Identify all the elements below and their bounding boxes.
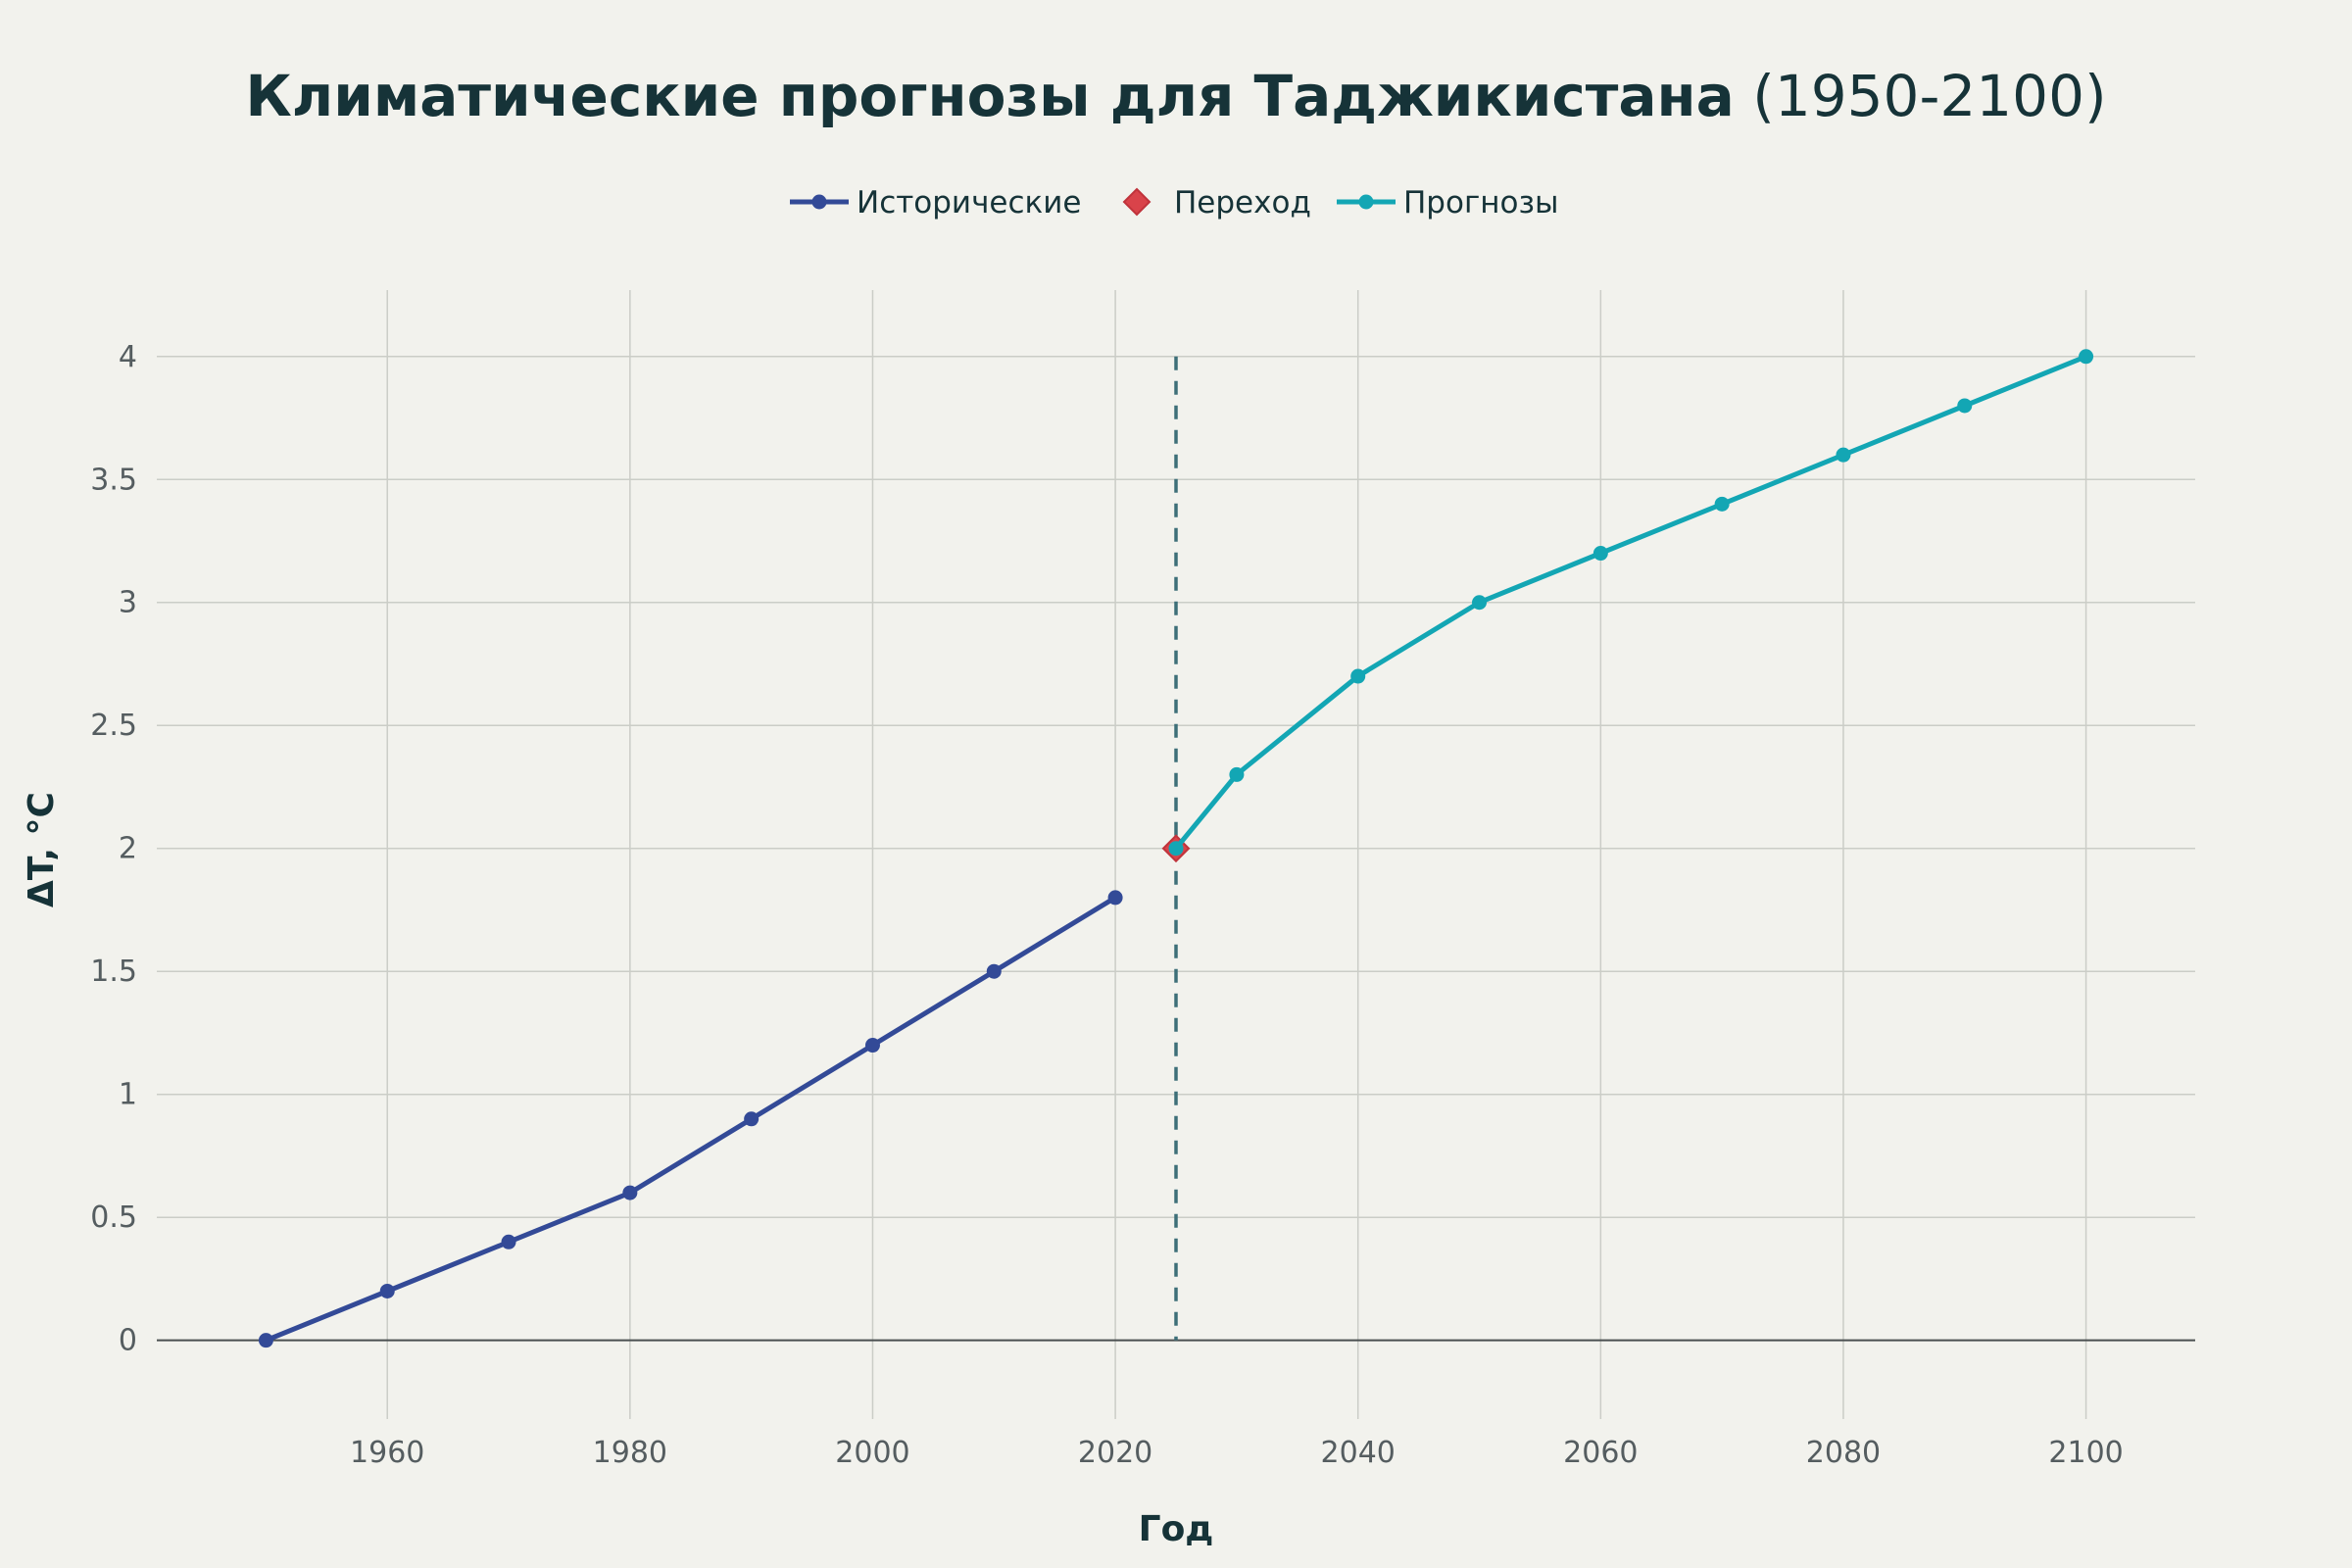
x-tick-label: 1980 (593, 1436, 667, 1470)
transition-legend-swatch-marker (1122, 187, 1152, 217)
y-tick-label: 2 (119, 832, 137, 866)
x-tick-label: 2040 (1321, 1436, 1396, 1470)
projection-point (1168, 841, 1184, 857)
projection-legend-swatch-marker (1358, 194, 1374, 210)
y-tick-label: 1.5 (90, 955, 137, 989)
projection-point (1350, 668, 1366, 684)
transition-legend-label: Переход (1174, 185, 1311, 220)
x-tick-label: 2020 (1078, 1436, 1152, 1470)
chart-title: Климатические прогнозы для Таджикистана … (0, 57, 2352, 135)
chart-title-suffix: (1950-2100) (1752, 63, 2107, 129)
x-tick-label: 2080 (1806, 1436, 1881, 1470)
y-tick-label: 3.5 (90, 463, 137, 497)
historical-series-line (263, 895, 1118, 1344)
chart-title-main: Климатические прогнозы для Таджикистана (245, 63, 1735, 129)
x-axis-title: Год (1139, 1509, 1214, 1549)
historical-point (379, 1283, 395, 1298)
y-tick-label: 2.5 (90, 709, 137, 743)
projection-point (2079, 349, 2094, 365)
x-tick-label: 2060 (1563, 1436, 1638, 1470)
historical-point (1107, 890, 1123, 906)
y-tick-label: 1 (119, 1078, 137, 1112)
y-tick-label: 3 (119, 586, 137, 620)
historical-point (986, 963, 1002, 979)
plot-area (258, 349, 2094, 1348)
legend: Исторические Переход Прогнозы (790, 185, 1558, 220)
historical-point (864, 1038, 880, 1054)
y-tick-label: 0 (119, 1324, 137, 1358)
historical-point (744, 1111, 760, 1127)
axes: 1960 1980 2000 2020 2040 2060 2080 2100 0 0.5 1 1.5… (90, 340, 2123, 1470)
historical-point (622, 1185, 638, 1200)
projection-point (1714, 496, 1730, 512)
historical-point (258, 1333, 273, 1348)
x-tick-label: 2100 (2048, 1436, 2123, 1470)
projection-point (1229, 766, 1245, 782)
projection-legend-label: Прогнозы (1403, 185, 1558, 220)
historical-legend-label: Исторические (857, 185, 1081, 220)
y-tick-label: 4 (119, 340, 137, 374)
projection-point (1957, 398, 1973, 414)
projection-point (1592, 546, 1608, 562)
x-tick-label: 1960 (350, 1436, 424, 1470)
projection-point (1472, 595, 1488, 611)
y-axis-title: ΔT, °C (22, 792, 62, 907)
historical-legend-swatch-marker (811, 194, 827, 210)
y-tick-label: 0.5 (90, 1200, 137, 1235)
x-tick-label: 2000 (835, 1436, 909, 1470)
projection-point (1836, 447, 1851, 463)
historical-point (501, 1234, 516, 1250)
